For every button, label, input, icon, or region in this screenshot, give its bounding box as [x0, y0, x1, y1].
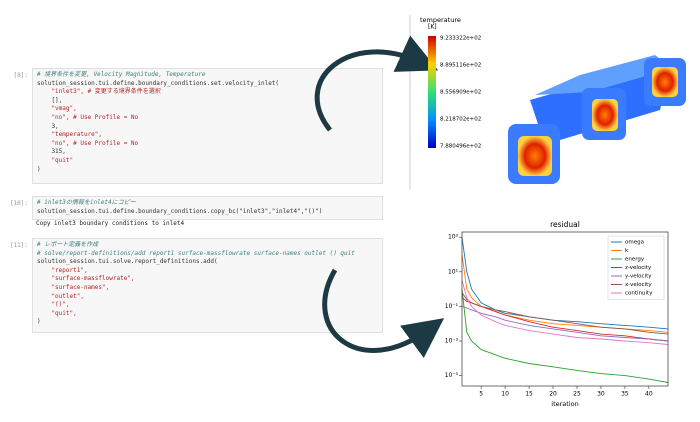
x-tick-label: 40 [645, 391, 653, 398]
code-line: "quit" [37, 156, 74, 164]
code-line: # レポート定義を作成 [37, 241, 99, 248]
colorbar-title: temperature [420, 16, 461, 24]
colorbar [428, 36, 436, 148]
colorbar-label: 9.233322e+02 [440, 36, 481, 42]
cell-output: Copy inlet3 boundary conditions to inlet… [36, 220, 185, 227]
code-input: # inlet3の情報をinlet4にコピー solution_session.t… [32, 196, 383, 220]
x-tick-label: 30 [597, 391, 605, 398]
code-line: [], [37, 96, 63, 104]
inlet-hot [518, 136, 552, 176]
legend-label: k [625, 248, 629, 254]
series-line [461, 297, 669, 342]
code-line: "no", # Use Profile = No [37, 139, 139, 147]
code-line: "surface-names", [37, 283, 110, 291]
x-tick-label: 10 [501, 391, 509, 398]
series-line [461, 289, 669, 383]
colorbar-unit: [K] [428, 24, 437, 31]
code-line: "report1", [37, 266, 88, 274]
x-tick-label: 20 [549, 391, 557, 398]
colorbar-label: 8.895116e+02 [440, 63, 481, 69]
legend-label: omega [625, 240, 644, 246]
temperature-render [428, 36, 686, 184]
series-line [461, 292, 669, 335]
code-cell: [8]: # 境界条件を変更, Velocity Magnitude, Temp… [8, 68, 383, 186]
pipe-top [535, 55, 672, 95]
x-tick-label: 15 [525, 391, 533, 398]
legend-label: energy [625, 257, 645, 263]
cell-prompt: [10]: [9, 200, 28, 207]
x-axis-label: iteration [551, 400, 578, 408]
legend-label: y-velocity [625, 274, 652, 280]
code-line: # 境界条件を変更, Velocity Magnitude, Temperatu… [37, 71, 206, 78]
colorbar-label: 7.880496e+02 [440, 144, 481, 150]
code-line: 3, [37, 122, 59, 130]
y-tick-label: 10⁻¹ [445, 303, 459, 310]
code-line: solution_session.tui.define.boundary_con… [37, 79, 280, 87]
code-line: "vmag", [37, 105, 77, 113]
y-tick-label: 10⁻³ [445, 337, 459, 344]
x-tick-label: 35 [621, 391, 629, 398]
cell-prompt: [11]: [9, 242, 28, 249]
inlet-hot [592, 99, 618, 131]
arrow [322, 268, 445, 358]
code-line: "inlet3", # 変更する境界条件を選択 [37, 88, 161, 96]
legend-label: z-velocity [625, 265, 652, 271]
colorbar-label: 8.218702e+02 [440, 117, 481, 123]
y-tick-label: 10¹ [448, 268, 459, 275]
inlet-hot [652, 67, 678, 97]
plot-frame [461, 231, 669, 387]
chart-title: residual [550, 220, 580, 229]
series-line [461, 280, 669, 345]
code-line: solution_session.tui.solve.report_defini… [37, 258, 218, 266]
arrow [314, 35, 439, 132]
code-input: # 境界条件を変更, Velocity Magnitude, Temperatu… [32, 68, 383, 184]
x-tick-label: 5 [479, 391, 483, 398]
legend-label: continuity [625, 291, 653, 297]
code-line: 315, [37, 148, 66, 156]
cell-prompt: [8]: [13, 72, 28, 79]
code-line: "surface-massflowrate", [37, 275, 135, 283]
code-line: "quit", [37, 309, 77, 317]
legend-label: x-velocity [625, 282, 652, 288]
y-tick-label: 10⁻⁵ [445, 372, 459, 379]
code-line: # solve/report-definitions/add report1 s… [37, 249, 355, 257]
y-tick-label: 10³ [448, 234, 459, 241]
code-line: "()", [37, 301, 70, 309]
colorbar-label: 8.556909e+02 [440, 90, 481, 96]
code-line: solution_session.tui.define.boundary_con… [37, 207, 323, 215]
series-line [461, 305, 669, 342]
code-line: ) [37, 165, 41, 173]
code-line: # inlet3の情報をinlet4にコピー [37, 199, 136, 206]
code-line: "no", # Use Profile = No [37, 113, 139, 121]
code-line: "temperature", [37, 131, 103, 139]
x-tick-label: 25 [573, 391, 581, 398]
code-line: "outlet", [37, 292, 84, 300]
code-line: ) [37, 318, 41, 326]
code-cell: [10]: # inlet3の情報をinlet4にコピー solution_ses… [8, 196, 383, 220]
